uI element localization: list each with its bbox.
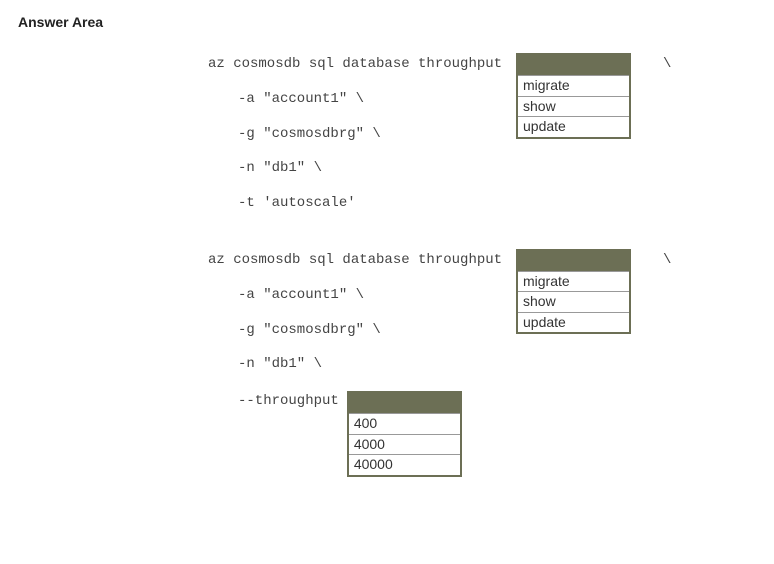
dropdown-throughput-option-0[interactable]: 400: [349, 413, 460, 434]
throughput-row: --throughput 400 4000 40000: [208, 391, 756, 477]
dropdown-2-option-1[interactable]: show: [518, 291, 629, 312]
dropdown-throughput-option-2[interactable]: 40000: [349, 454, 460, 475]
command-block-2: az cosmosdb sql database throughput -a "…: [208, 252, 756, 477]
dropdown-2-option-2[interactable]: update: [518, 312, 629, 333]
command-text-1: az cosmosdb sql database throughput: [208, 56, 756, 73]
dropdown-1-option-1[interactable]: show: [518, 96, 629, 117]
dropdown-2-header[interactable]: [518, 251, 629, 271]
dropdown-1-option-0[interactable]: migrate: [518, 75, 629, 96]
dropdown-2-option-0[interactable]: migrate: [518, 271, 629, 292]
dropdown-1-header[interactable]: [518, 55, 629, 75]
command-arg-2-1: -g "cosmosdbrg" \: [208, 322, 756, 339]
command-arg-2-2: -n "db1" \: [208, 356, 756, 373]
command-arg-1-0: -a "account1" \: [208, 91, 756, 108]
trailing-backslash-2: \: [663, 252, 671, 268]
command-text-2: az cosmosdb sql database throughput: [208, 252, 756, 269]
throughput-label: --throughput: [238, 391, 339, 409]
dropdown-throughput-option-1[interactable]: 4000: [349, 434, 460, 455]
command-arg-1-1: -g "cosmosdbrg" \: [208, 126, 756, 143]
command-block-1: az cosmosdb sql database throughput -a "…: [208, 56, 756, 212]
dropdown-2[interactable]: migrate show update: [516, 249, 631, 335]
answer-area-header: Answer Area: [18, 14, 756, 30]
dropdown-throughput[interactable]: 400 4000 40000: [347, 391, 462, 477]
command-arg-2-0: -a "account1" \: [208, 287, 756, 304]
trailing-backslash-1: \: [663, 56, 671, 72]
dropdown-1-option-2[interactable]: update: [518, 116, 629, 137]
command-arg-1-2: -n "db1" \: [208, 160, 756, 177]
dropdown-throughput-header[interactable]: [349, 393, 460, 413]
dropdown-1[interactable]: migrate show update: [516, 53, 631, 139]
command-arg-1-3: -t 'autoscale': [208, 195, 756, 212]
